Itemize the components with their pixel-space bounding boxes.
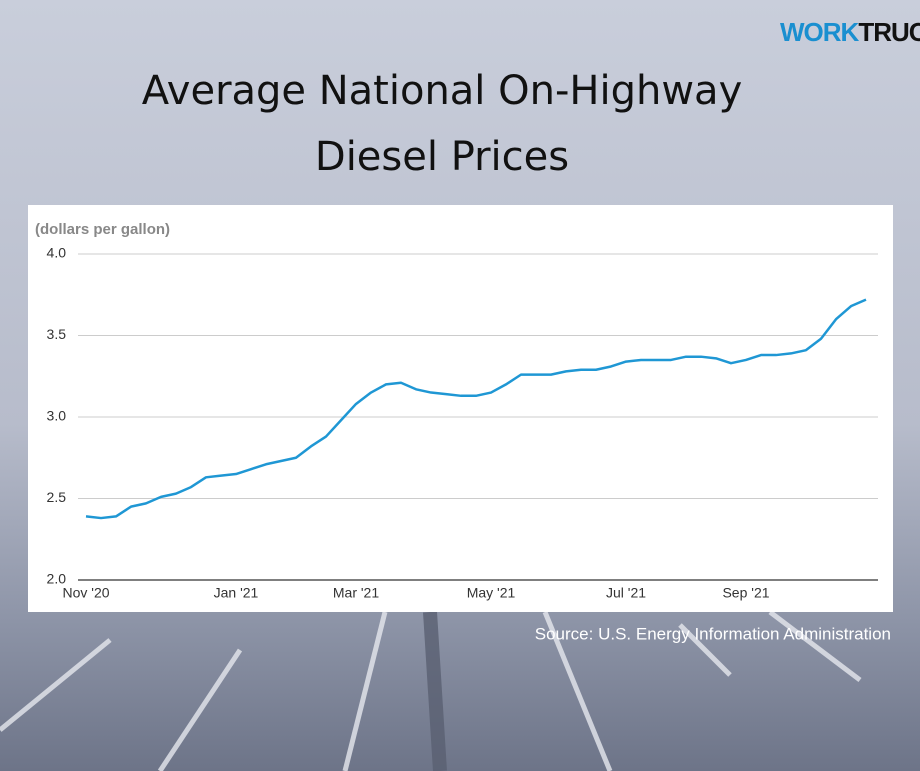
barrier (423, 611, 447, 771)
lane-line (768, 610, 862, 682)
chart-panel (28, 205, 893, 612)
x-tick-label: Jul '21 (606, 585, 646, 601)
lane-line (157, 648, 243, 771)
title-box: Average National On-Highway Diesel Price… (141, 68, 743, 180)
x-tick-label: Nov '20 (62, 585, 109, 601)
y-axis-label: (dollars per gallon) (35, 221, 170, 238)
x-tick-label: Mar '21 (333, 585, 379, 601)
y-tick-label: 3.5 (47, 326, 67, 342)
y-tick-label: 4.0 (47, 245, 67, 261)
y-tick-label: 2.0 (47, 571, 67, 587)
lane-line (542, 611, 613, 771)
source-note: Source: U.S. Energy Information Administ… (535, 624, 891, 643)
lane-line (342, 611, 388, 771)
brand-logo: WORKTRUCK (780, 17, 920, 47)
x-tick-label: Sep '21 (722, 585, 769, 601)
y-tick-label: 2.5 (47, 489, 67, 505)
x-tick-label: May '21 (467, 585, 516, 601)
brand-part: TRUCK (858, 17, 920, 47)
chart-title: Average National On-Highway Diesel Price… (141, 68, 743, 180)
lane-line (0, 638, 112, 732)
y-tick-label: 3.0 (47, 408, 67, 424)
x-tick-label: Jan '21 (214, 585, 259, 601)
brand-part: WORK (780, 17, 860, 47)
road (0, 610, 862, 771)
lane-line (678, 623, 732, 677)
price-line (85, 298, 867, 520)
